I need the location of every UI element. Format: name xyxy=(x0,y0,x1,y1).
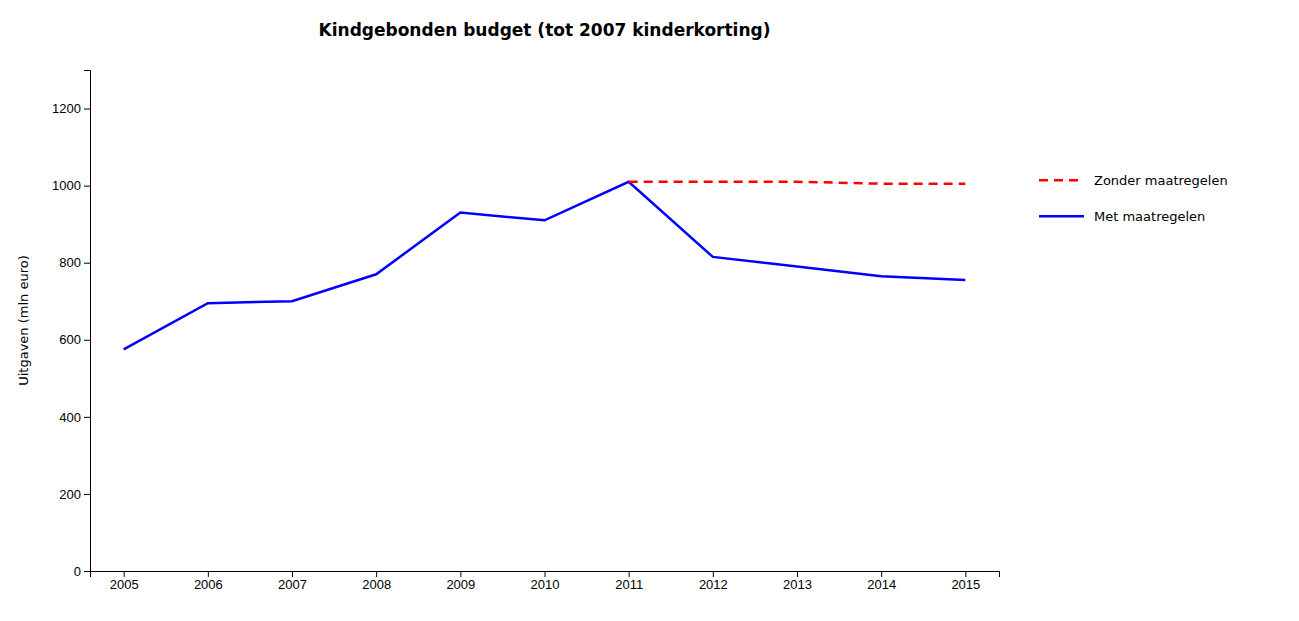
x-tick-label: 2009 xyxy=(446,577,475,592)
legend-label: Met maatregelen xyxy=(1094,209,1205,224)
y-tick-label: 600 xyxy=(59,332,81,347)
x-tick: 2008 xyxy=(362,571,391,592)
x-tick: 2014 xyxy=(867,571,896,592)
y-tick-mark xyxy=(84,494,90,495)
y-tick: 400 xyxy=(59,410,90,425)
y-tick-mark xyxy=(84,340,90,341)
lines xyxy=(124,182,966,350)
y-tick-mark xyxy=(84,186,90,187)
x-tick-label: 2012 xyxy=(699,577,728,592)
x-tick-mark xyxy=(881,571,882,577)
y-tick: 1200 xyxy=(52,101,90,116)
y-tick-label: 1000 xyxy=(52,178,81,193)
legend: Zonder maatregelen Met maatregelen xyxy=(1039,173,1228,224)
title: Kindgebonden budget (tot 2007 kinderkort… xyxy=(319,20,771,40)
x-tick: 2005 xyxy=(110,571,139,592)
y-tick-label: 0 xyxy=(74,564,81,579)
y-tick-label: 1200 xyxy=(52,101,81,116)
y-tick: 800 xyxy=(59,255,90,270)
x-tick-label: 2007 xyxy=(278,577,307,592)
x-tick-label: 2008 xyxy=(362,577,391,592)
x-tick: 2009 xyxy=(446,571,475,592)
y-tick: 1000 xyxy=(52,178,90,193)
x-tick: 2013 xyxy=(783,571,812,592)
x-tick-mark xyxy=(460,571,461,577)
series-line xyxy=(629,182,966,184)
y-tick-mark xyxy=(84,417,90,418)
x-tick: 2007 xyxy=(278,571,307,592)
y-axis-title: Uitgaven (mln euro) xyxy=(16,255,31,386)
y-tick-mark xyxy=(84,263,90,264)
x-axis: 2005 2006 2007 2008 2009 2010 2011 2012 2013 2014… xyxy=(91,571,1000,592)
x-tick-mark xyxy=(629,571,630,577)
legend-item: Zonder maatregelen xyxy=(1039,173,1228,188)
plot: 2005 2006 2007 2008 2009 2010 2011 2012 2013 2014… xyxy=(52,71,999,593)
x-tick-mark xyxy=(292,571,293,577)
x-tick: 2010 xyxy=(531,571,560,592)
x-tick: 2015 xyxy=(951,571,980,592)
legend-item: Met maatregelen xyxy=(1039,209,1205,224)
y-tick-label: 800 xyxy=(59,255,81,270)
legend-swatch xyxy=(1039,179,1084,182)
x-tick-mark xyxy=(545,571,546,577)
x-tick-label: 2006 xyxy=(194,577,223,592)
y-tick-mark xyxy=(84,109,90,110)
x-tick-mark xyxy=(713,571,714,577)
x-tick-label: 2013 xyxy=(783,577,812,592)
y-tick: 600 xyxy=(59,332,90,347)
y-tick-mark xyxy=(84,571,90,572)
y-axis-line xyxy=(84,71,91,572)
chart: 2005 2006 2007 2008 2009 2010 2011 2012 2013 2014… xyxy=(0,0,1299,621)
x-tick-mark xyxy=(208,571,209,577)
x-tick-label: 2005 xyxy=(110,577,139,592)
y-tick: 200 xyxy=(59,487,90,502)
x-axis-line xyxy=(91,572,1000,578)
x-tick-label: 2014 xyxy=(867,577,896,592)
legend-label: Zonder maatregelen xyxy=(1094,173,1228,188)
y-tick: 0 xyxy=(74,564,90,579)
x-tick-mark xyxy=(376,571,377,577)
x-tick-mark xyxy=(797,571,798,577)
y-axis: 0 200 400 600 800 1000 1200 xyxy=(52,71,90,579)
x-tick-label: 2015 xyxy=(951,577,980,592)
legend-swatch xyxy=(1039,215,1084,218)
series-line xyxy=(124,182,966,350)
x-tick-mark xyxy=(965,571,966,577)
y-tick-label: 400 xyxy=(59,410,81,425)
y-tick-label: 200 xyxy=(59,487,81,502)
x-tick-label: 2010 xyxy=(531,577,560,592)
x-tick: 2011 xyxy=(615,571,643,592)
x-tick: 2006 xyxy=(194,571,223,592)
x-tick-label: 2011 xyxy=(615,577,643,592)
x-tick-mark xyxy=(124,571,125,577)
x-tick: 2012 xyxy=(699,571,728,592)
